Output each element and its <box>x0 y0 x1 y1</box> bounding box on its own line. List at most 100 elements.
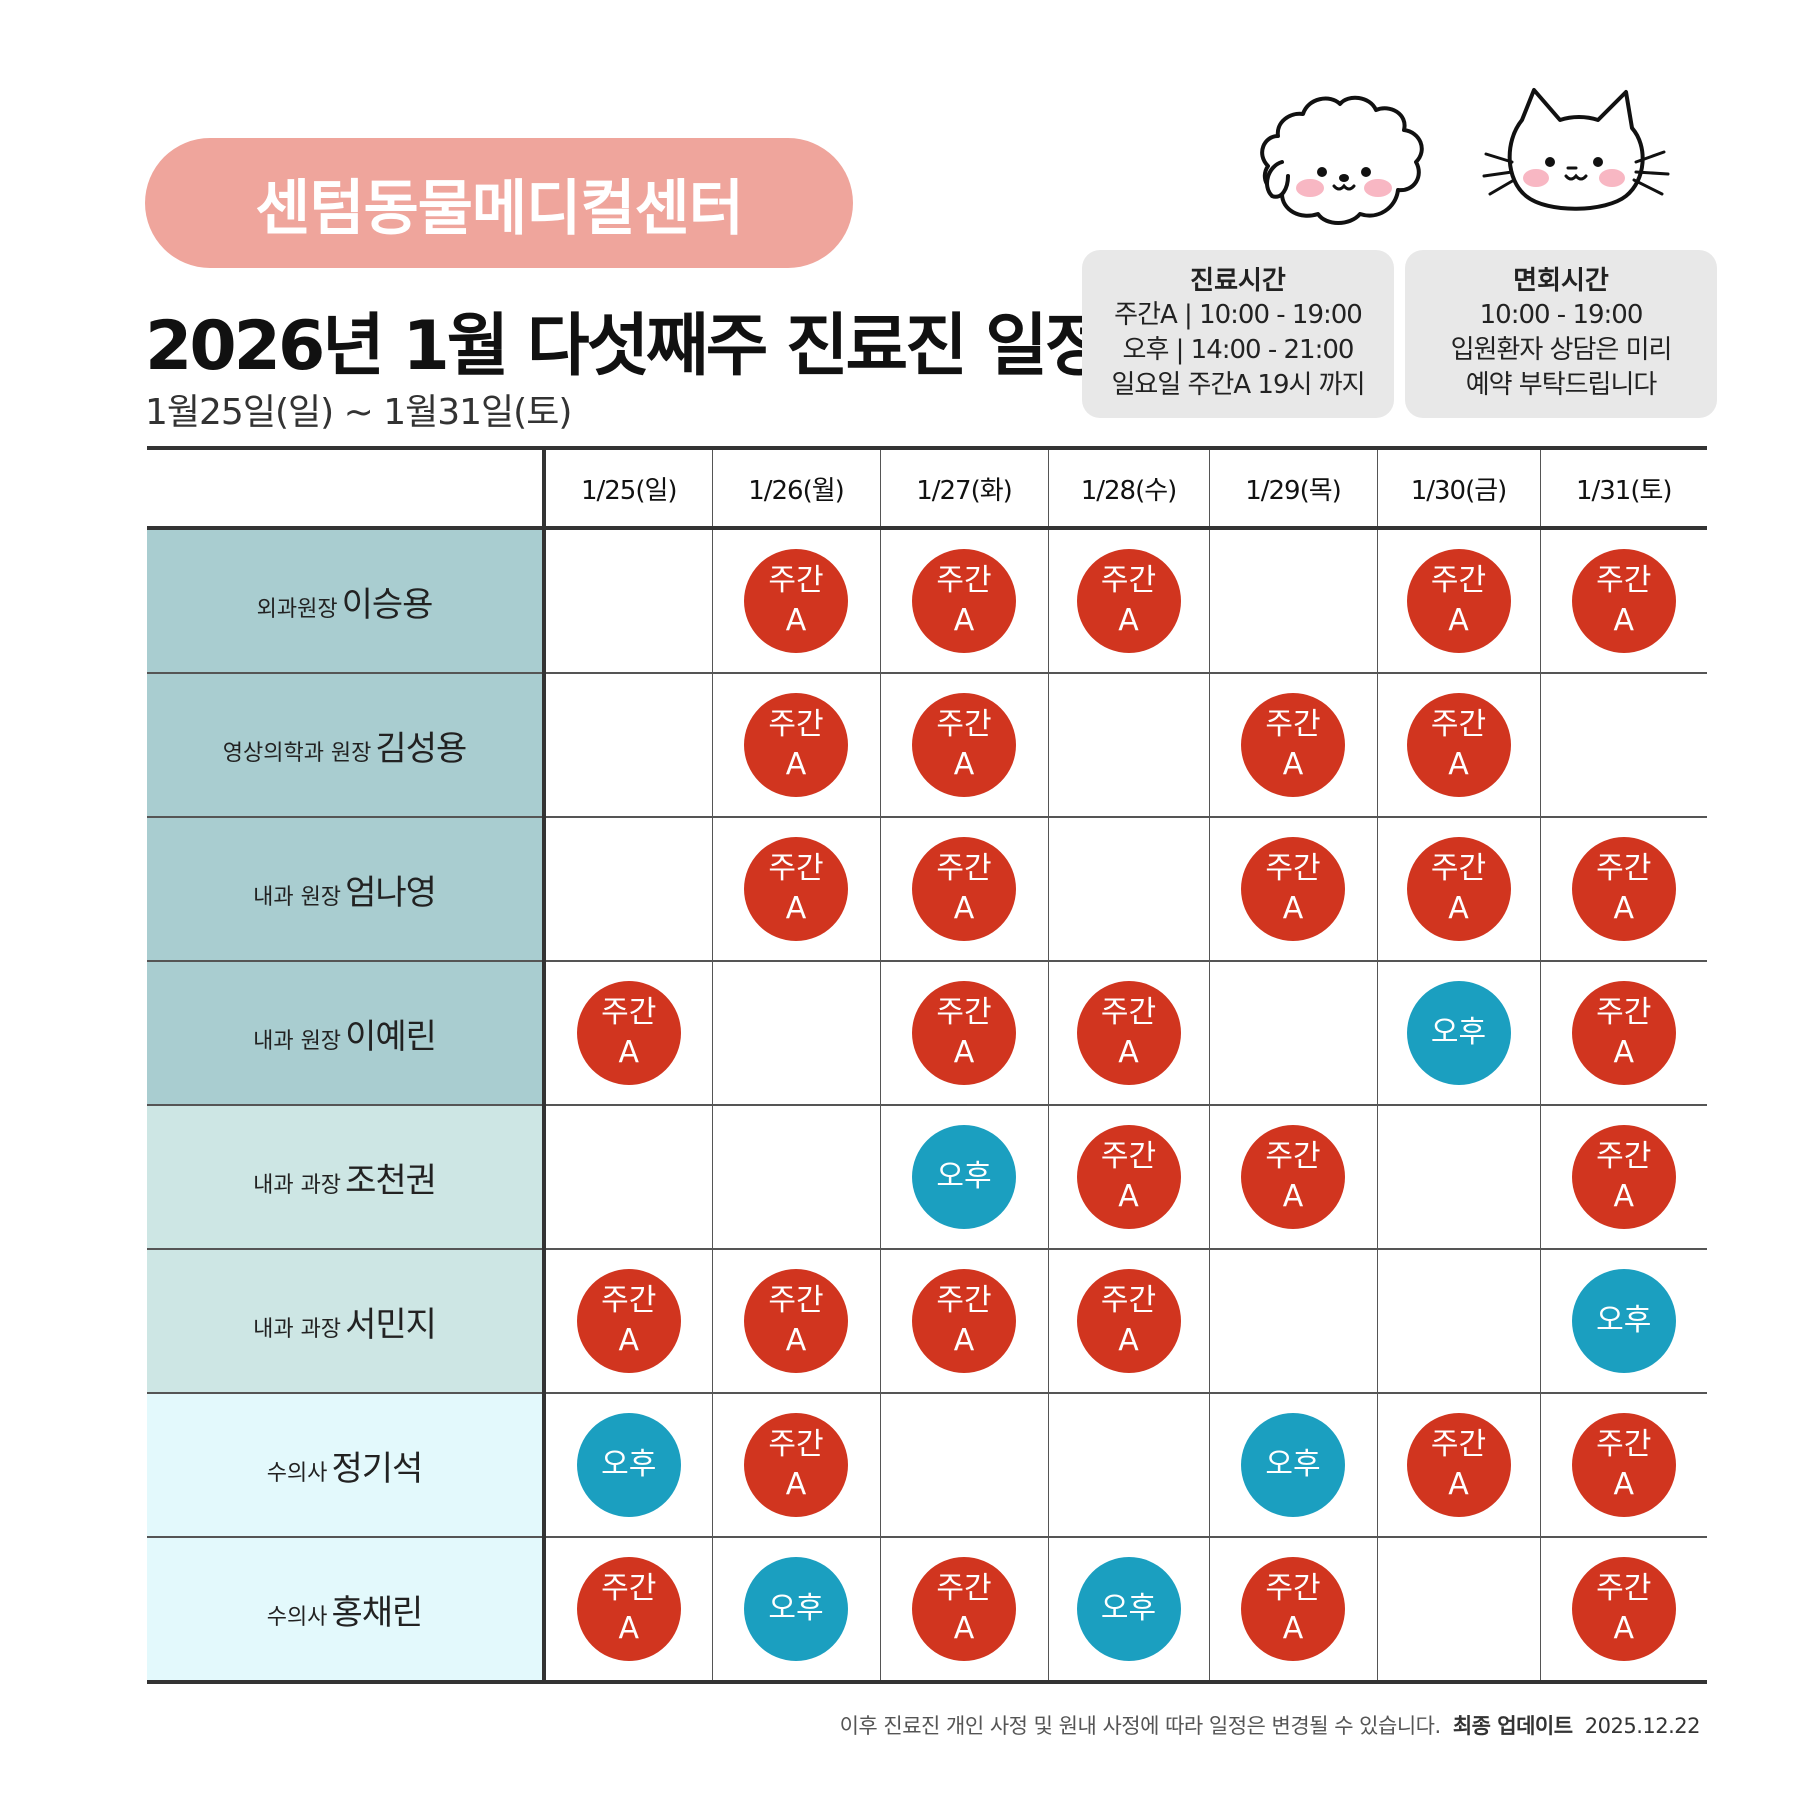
doctor-row: 내과 원장 엄나영 주간 A 주간 A 주간 A 주간 A 주간 A <box>147 817 1707 962</box>
schedule-cell: 주간 A <box>711 673 880 818</box>
shift-label: 오후 <box>601 1447 657 1482</box>
shift-label: 주간 <box>1430 707 1487 742</box>
schedule-cell: 오후 <box>1047 1537 1209 1684</box>
clinic-hours-title: 진료시간 <box>1190 266 1286 296</box>
schedule-cell: 주간 A <box>711 528 880 674</box>
day-shift-badge: 주간 A <box>1571 981 1676 1085</box>
footer-disclaimer: 이후 진료진 개인 사정 및 원내 사정에 따라 일정은 변경될 수 있습니다. <box>839 1714 1442 1738</box>
schedule-cell: 주간 A <box>542 1249 712 1394</box>
shift-label: A <box>785 1467 807 1502</box>
shift-label: 주간 <box>1596 563 1652 598</box>
shift-label: A <box>953 747 975 782</box>
doctor-role: 영상의학과 원장 <box>222 740 372 766</box>
schedule-cell <box>1208 961 1377 1106</box>
pm-shift-badge: 오후 <box>1241 1413 1345 1517</box>
shift-label: 주간 <box>1596 995 1652 1030</box>
shift-label: 주간 <box>936 995 992 1030</box>
day-shift-badge: 주간 A <box>1076 1269 1181 1373</box>
day-shift-badge: 주간 A <box>744 549 848 653</box>
shift-label: A <box>1118 1179 1139 1214</box>
schedule-cell <box>1539 673 1707 818</box>
doctor-role: 수의사 <box>266 1604 328 1630</box>
shift-label: A <box>1613 603 1635 638</box>
schedule-cell: 주간 A <box>1539 1537 1707 1684</box>
day-shift-badge: 주간 A <box>1076 981 1181 1085</box>
shift-label: A <box>1448 891 1469 926</box>
clinic-hours-box: 진료시간 주간A | 10:00 - 19:00 오후 | 14:00 - 21… <box>1082 250 1394 418</box>
schedule-cell <box>1047 673 1209 818</box>
day-shift-badge: 주간 A <box>912 1269 1016 1373</box>
doctor-row: 외과원장 이승용 주간 A 주간 A 주간 A 주간 A 주간 A <box>147 528 1707 674</box>
shift-label: 주간 <box>601 1283 657 1318</box>
shift-label: 주간 <box>1265 1139 1321 1174</box>
schedule-table: 1/25(일) 1/26(월) 1/27(화) 1/28(수) 1/29(목) … <box>147 446 1707 1684</box>
visiting-hours-line: 입원환자 상담은 미리 <box>1450 335 1673 365</box>
shift-label: 주간 <box>1265 851 1321 886</box>
doctor-role: 내과 과장 <box>253 1316 342 1342</box>
shift-label: A <box>618 1611 640 1646</box>
schedule-cell: 주간 A <box>1539 961 1707 1106</box>
visiting-hours-line: 10:00 - 19:00 <box>1479 300 1644 330</box>
doctor-row: 수의사 정기석 오후 주간 A 오후 주간 A 주간 A <box>147 1393 1707 1538</box>
shift-label: 주간 <box>1100 1139 1157 1174</box>
doctor-name: 김성용 <box>375 728 467 769</box>
doctor-row: 내과 과장 조천권 오후 주간 A 주간 A 주간 A <box>147 1105 1707 1250</box>
shift-label: A <box>1448 1467 1469 1502</box>
shift-label: 오후 <box>936 1159 992 1194</box>
schedule-cell: 주간 A <box>879 528 1048 674</box>
schedule-cell: 주간 A <box>1047 1249 1209 1394</box>
day-shift-badge: 주간 A <box>912 1557 1016 1661</box>
day-shift-badge: 주간 A <box>1241 1557 1345 1661</box>
doctor-name: 이승용 <box>341 584 434 625</box>
footer-note: 이후 진료진 개인 사정 및 원내 사정에 따라 일정은 변경될 수 있습니다.… <box>820 1710 1701 1740</box>
day-shift-badge: 주간 A <box>744 1413 848 1517</box>
schedule-cell: 주간 A <box>711 1249 880 1394</box>
shift-label: 오후 <box>1265 1447 1321 1482</box>
schedule-cell: 오후 <box>542 1393 712 1538</box>
day-header: 1/28(수) <box>1047 446 1209 530</box>
day-shift-badge: 주간 A <box>1241 693 1345 797</box>
shift-label: 주간 <box>601 995 657 1030</box>
brand-pill: 센텀동물메디컬센터 <box>145 138 853 268</box>
shift-label: 주간 <box>936 851 992 886</box>
shift-label: 주간 <box>1596 1139 1652 1174</box>
shift-label: 오후 <box>1596 1303 1652 1338</box>
schedule-cell: 주간 A <box>711 817 880 962</box>
day-shift-badge: 주간 A <box>1571 1413 1676 1517</box>
shift-label: 주간 <box>1596 851 1652 886</box>
shift-label: 주간 <box>936 707 992 742</box>
day-shift-badge: 주간 A <box>744 837 848 941</box>
shift-label: 주간 <box>936 1283 992 1318</box>
day-shift-badge: 주간 A <box>1571 1125 1676 1229</box>
day-header: 1/27(화) <box>879 446 1048 530</box>
shift-label: A <box>953 1323 975 1358</box>
schedule-cell: 주간 A <box>1539 1105 1707 1250</box>
schedule-cell: 주간 A <box>1376 673 1540 818</box>
shift-label: 주간 <box>768 1427 824 1462</box>
schedule-cell <box>879 1393 1048 1538</box>
page-title: 2026년 1월 다섯째주 진료진 일정 <box>145 307 1107 386</box>
shift-label: 주간 <box>1430 563 1487 598</box>
doctor-role: 내과 원장 <box>253 884 342 910</box>
schedule-cell <box>1376 1249 1540 1394</box>
day-shift-badge: 주간 A <box>576 1269 681 1373</box>
shift-label: A <box>1613 1179 1635 1214</box>
day-shift-badge: 주간 A <box>912 693 1016 797</box>
doctor-cell: 내과 원장 이예린 <box>147 961 544 1106</box>
visiting-hours-line: 예약 부탁드립니다 <box>1465 370 1658 400</box>
doctor-name: 서민지 <box>345 1304 437 1345</box>
dog-mascot-icon <box>1260 95 1424 225</box>
shift-label: A <box>1118 1323 1139 1358</box>
schedule-cell <box>711 1105 880 1250</box>
shift-label: 주간 <box>1265 1571 1321 1606</box>
schedule-cell: 오후 <box>1539 1249 1707 1394</box>
shift-label: A <box>618 1035 640 1070</box>
shift-label: A <box>785 891 807 926</box>
schedule-cell <box>542 817 712 962</box>
schedule-cell <box>1208 528 1377 674</box>
doctor-name: 엄나영 <box>345 872 437 913</box>
shift-label: 주간 <box>936 563 992 598</box>
shift-label: 주간 <box>1100 563 1157 598</box>
day-shift-badge: 주간 A <box>1571 549 1676 653</box>
shift-label: A <box>1613 891 1635 926</box>
